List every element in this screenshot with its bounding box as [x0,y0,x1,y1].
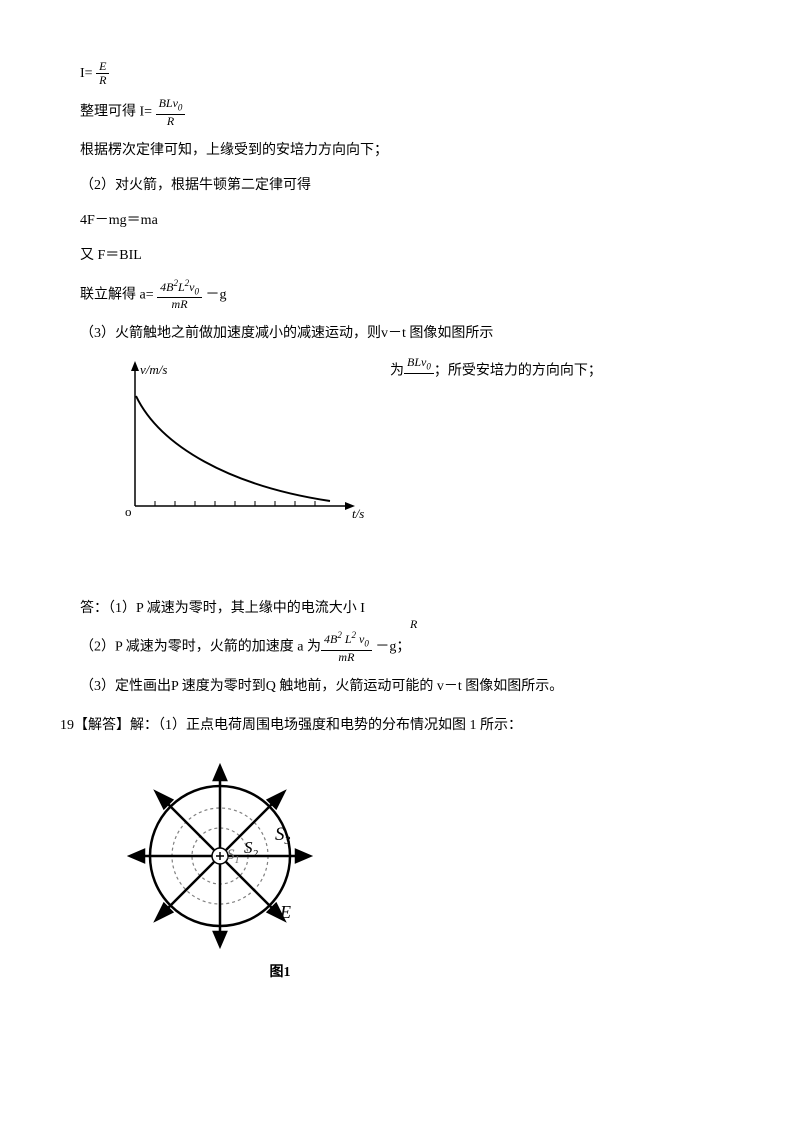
side-num-text: BLv [407,355,426,369]
side-note: 为 BLv0 ；所受安培力的方向向下； [390,356,670,386]
ans2-denominator: mR [321,651,372,664]
ans1-text: 答：（1）P 减速为零时，其上缘中的电流大小 I [80,601,365,616]
text-part2-intro: （2）对火箭，根据牛顿第二定律可得 [80,173,714,198]
ans2-prefix: （2）P 减速为零时，火箭的加速度 a 为 [80,640,321,655]
side-fraction: BLv0 [404,356,434,386]
ans1-r-sub: R [410,614,417,636]
figure-1-caption: 图1 [180,960,380,985]
eq1-lhs: I= [80,66,93,81]
accel-num-4b: 4B [160,280,173,294]
s2-label: S2 [244,838,259,860]
accel-numerator: 4B2L2v0 [157,279,202,298]
x-axis-label: t/s [352,506,364,521]
eq1-denominator: R [96,74,109,87]
eq1-fraction: E R [96,60,109,87]
accel-denominator: mR [157,298,202,311]
eq2-num-sub: 0 [178,103,183,113]
y-axis-arrow-icon [131,361,139,371]
accel-num-sub: 0 [194,286,199,296]
eq2-numerator: BLv0 [156,97,186,114]
eq1-numerator: E [96,60,109,74]
accel-fraction: 4B2L2v0 mR [157,279,202,311]
side-prefix: 为 [390,364,404,379]
accel-num-l: L [178,280,185,294]
ans2-numerator: 4B2 L2 v0 [321,631,372,650]
side-numerator: BLv0 [404,356,434,373]
equation-acceleration: 联立解得 a= 4B2L2v0 mR －g [80,279,714,311]
origin-label: o [125,504,132,519]
figure-1-container: S1 S2 S3 E 图1 [120,756,714,985]
vt-graph-container: 为 BLv0 ；所受安培力的方向向下； v/m/s t/s o [100,356,400,556]
ans2-fraction: 4B2 L2 v0 mR [321,631,372,663]
eq2-fraction: BLv0 R [156,97,186,127]
y-axis-label: v/m/s [140,362,167,377]
equation-newton: 4F－mg＝ma [80,208,714,233]
s3-label: S3 [275,824,291,847]
vt-graph-svg: v/m/s t/s o [100,356,370,536]
ans2-num-sub: 0 [364,639,369,649]
ans2-suffix: －g； [372,640,411,655]
side-denominator [404,374,434,387]
ans2-num-4b: 4B [324,632,337,646]
side-num-sub: 0 [426,362,431,372]
answer-1: 答：（1）P 减速为零时，其上缘中的电流大小 I R [80,596,714,621]
ans2-num-l: L [342,632,352,646]
eq2-denominator: R [156,115,186,128]
eq2-prefix: 整理可得 I= [80,105,152,120]
text-part3-intro: （3）火箭触地之前做加速度减小的减速运动，则v－t 图像如图所示 [80,321,714,346]
equation-force: 又 F＝BIL [80,243,714,268]
equation-1: I= E R [80,60,714,87]
eq2-num-text: BLv [159,96,178,110]
side-suffix: ；所受安培力的方向向下； [434,364,602,379]
answer-3: （3）定性画出P 速度为零时到Q 触地前，火箭运动可能的 v－t 图像如图所示。 [80,674,714,699]
accel-prefix: 联立解得 a= [80,287,154,302]
text-lenz-law: 根据楞次定律可知，上缘受到的安培力方向向下； [80,138,714,163]
figure-1-svg: S1 S2 S3 E [120,756,320,956]
equation-2: 整理可得 I= BLv0 R [80,97,714,127]
e-label: E [279,902,291,922]
decay-curve [136,396,330,501]
question-19-intro: 19【解答】解：（1）正点电荷周围电场强度和电势的分布情况如图 1 所示： [60,713,714,738]
accel-suffix: －g [205,287,226,302]
answer-2: （2）P 减速为零时，火箭的加速度 a 为 4B2 L2 v0 mR －g； [80,631,714,663]
